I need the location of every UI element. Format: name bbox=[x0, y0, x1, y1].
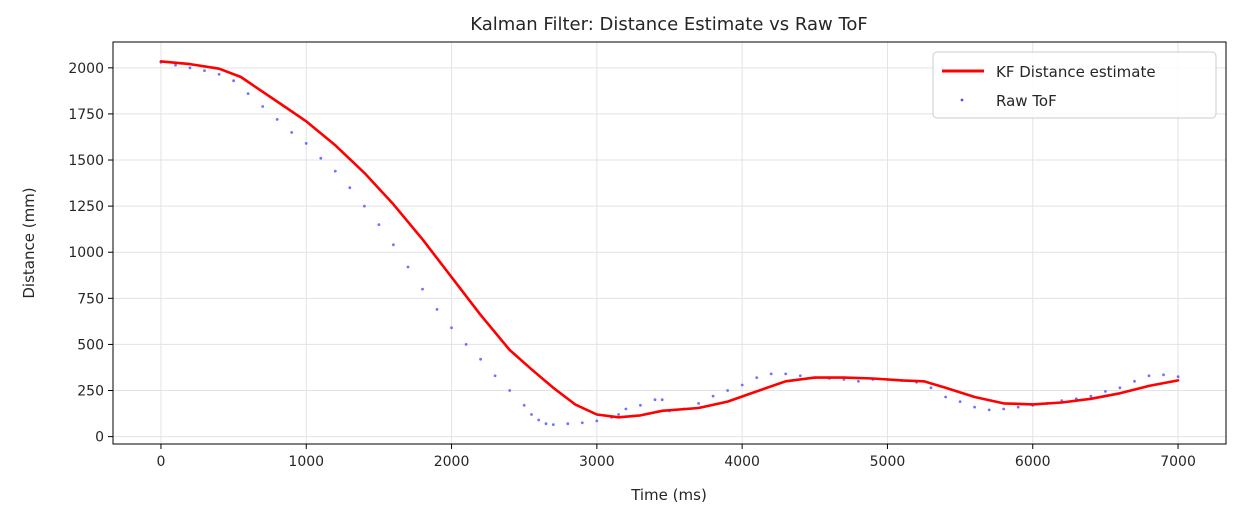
raw-tof-point bbox=[987, 408, 991, 412]
raw-tof-point bbox=[232, 79, 236, 83]
raw-tof-point bbox=[304, 142, 308, 145]
x-axis-label: Time (ms) bbox=[630, 486, 707, 504]
raw-tof-point bbox=[566, 422, 570, 426]
raw-tof-point bbox=[1118, 386, 1122, 390]
grid bbox=[113, 42, 1226, 444]
raw-tof-point bbox=[958, 400, 962, 403]
raw-tof-point bbox=[857, 379, 860, 383]
raw-tof-point bbox=[522, 403, 526, 407]
raw-tof-point bbox=[333, 169, 337, 173]
raw-tof-point bbox=[217, 72, 221, 76]
raw-tof-point bbox=[363, 204, 366, 208]
raw-tof-point bbox=[944, 395, 947, 399]
raw-tof-point bbox=[1016, 405, 1020, 409]
raw-tof-point bbox=[479, 357, 482, 361]
raw-tof-point bbox=[188, 66, 192, 70]
raw-tof-point bbox=[435, 308, 439, 311]
raw-tof-point bbox=[348, 186, 352, 190]
y-tick-label: 2000 bbox=[68, 61, 104, 77]
raw-tof-point bbox=[580, 421, 584, 425]
x-tick-label: 2000 bbox=[434, 454, 470, 470]
raw-tof-point bbox=[1162, 373, 1165, 377]
raw-tof-point bbox=[1002, 407, 1006, 411]
raw-tof-point bbox=[508, 389, 512, 392]
raw-tof-point bbox=[544, 422, 548, 426]
raw-tof-point bbox=[1147, 374, 1151, 378]
kf-series bbox=[159, 60, 1180, 419]
raw-tof-point bbox=[798, 374, 802, 378]
raw-tof-point bbox=[653, 398, 657, 402]
x-tick-label: 3000 bbox=[579, 454, 615, 470]
raw-tof-point bbox=[660, 398, 664, 402]
y-tick-label: 1500 bbox=[68, 153, 104, 169]
raw-tof-point bbox=[929, 386, 933, 390]
legend-kf-label: KF Distance estimate bbox=[996, 63, 1156, 81]
raw-tof-point bbox=[1089, 394, 1093, 398]
raw-tof-point bbox=[464, 343, 468, 346]
raw-tof-point bbox=[595, 419, 599, 423]
x-tick-label: 7000 bbox=[1160, 454, 1196, 470]
chart-title: Kalman Filter: Distance Estimate vs Raw … bbox=[470, 14, 868, 35]
raw-tof-point bbox=[203, 69, 206, 72]
y-tick-label: 1250 bbox=[68, 199, 104, 215]
x-tick-label: 5000 bbox=[870, 454, 906, 470]
y-tick-label: 1750 bbox=[68, 107, 104, 123]
raw-tof-point bbox=[174, 63, 177, 67]
x-ticks: 0 1000 2000 3000 4000 5000 6000 7000 bbox=[156, 444, 1196, 470]
raw-tof-point bbox=[1104, 390, 1107, 393]
raw-tof-point bbox=[755, 376, 759, 379]
raw-tof-point bbox=[319, 156, 323, 160]
raw-tof-point bbox=[261, 105, 265, 108]
x-tick-label: 0 bbox=[156, 454, 165, 470]
x-tick-label: 1000 bbox=[288, 454, 324, 470]
legend-raw-label: Raw ToF bbox=[996, 92, 1057, 110]
raw-tof-point bbox=[392, 243, 395, 247]
kf-distance-line bbox=[159, 60, 1180, 419]
raw-tof-point bbox=[275, 118, 279, 121]
raw-tof-point bbox=[290, 131, 294, 134]
raw-tof-point bbox=[421, 287, 424, 291]
raw-tof-point bbox=[246, 92, 250, 95]
raw-tof-point bbox=[551, 423, 555, 426]
raw-tof-point bbox=[711, 394, 715, 398]
legend: KF Distance estimate Raw ToF bbox=[932, 51, 1217, 119]
y-tick-label: 0 bbox=[95, 430, 104, 446]
raw-tof-point bbox=[530, 413, 533, 416]
y-tick-label: 750 bbox=[77, 291, 104, 307]
raw-tof-point bbox=[493, 374, 497, 378]
y-tick-label: 500 bbox=[77, 337, 104, 353]
raw-tof-point bbox=[537, 418, 541, 422]
axes-frame bbox=[112, 41, 1227, 445]
y-axis-label: Distance (mm) bbox=[20, 187, 38, 298]
raw-tof-point bbox=[617, 413, 620, 416]
raw-tof-point bbox=[624, 407, 628, 411]
raw-tof-point bbox=[769, 372, 773, 376]
legend-box bbox=[932, 51, 1217, 119]
raw-tof-point bbox=[377, 223, 381, 227]
raw-tof-point bbox=[639, 403, 642, 407]
raw-tof-series bbox=[159, 60, 1180, 426]
x-tick-label: 4000 bbox=[724, 454, 760, 470]
raw-tof-point bbox=[1133, 379, 1136, 383]
raw-tof-point bbox=[784, 372, 788, 376]
raw-tof-point bbox=[740, 383, 744, 387]
raw-tof-point bbox=[726, 389, 729, 392]
raw-tof-point bbox=[406, 265, 410, 269]
raw-tof-point bbox=[1176, 375, 1180, 379]
y-tick-label: 1000 bbox=[68, 245, 104, 261]
raw-tof-point bbox=[450, 326, 453, 330]
raw-tof-point bbox=[973, 405, 976, 409]
legend-raw-swatch bbox=[960, 98, 964, 102]
y-tick-label: 250 bbox=[77, 384, 104, 400]
raw-tof-point bbox=[697, 402, 700, 405]
x-tick-label: 6000 bbox=[1015, 454, 1051, 470]
y-ticks: 0 250 500 750 1000 1250 1500 1750 2000 bbox=[68, 61, 113, 446]
